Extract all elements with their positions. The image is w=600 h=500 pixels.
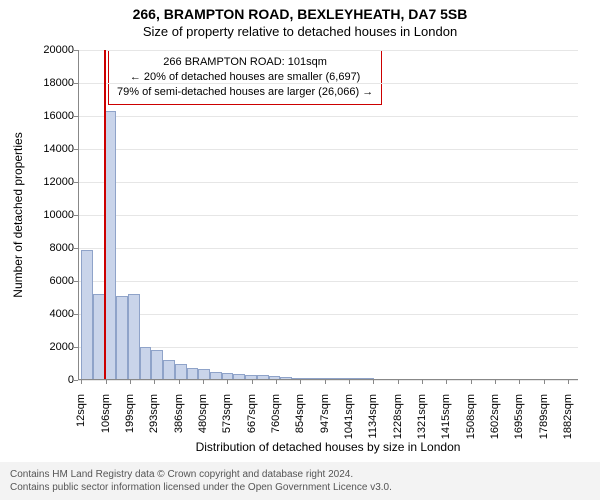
gridline: [78, 149, 578, 150]
x-tick-mark: [519, 380, 520, 384]
y-tick-label: 16000: [43, 110, 78, 122]
x-tick-mark: [373, 380, 374, 384]
chart-container: 266, BRAMPTON ROAD, BEXLEYHEATH, DA7 5SB…: [0, 0, 600, 500]
x-tick-label: 1134sqm: [367, 392, 379, 438]
x-tick-mark: [325, 380, 326, 384]
x-tick-label: 1508sqm: [465, 392, 477, 439]
x-tick-mark: [276, 380, 277, 384]
y-tick-label: 12000: [43, 176, 78, 188]
histogram-bar: [140, 347, 152, 380]
x-tick-label: 1321sqm: [416, 392, 428, 439]
x-tick-label: 1789sqm: [538, 392, 550, 439]
x-tick-mark: [398, 380, 399, 384]
x-tick-mark: [252, 380, 253, 384]
x-tick-mark: [349, 380, 350, 384]
page-title: 266, BRAMPTON ROAD, BEXLEYHEATH, DA7 5SB: [0, 0, 600, 22]
histogram-bar: [105, 111, 117, 380]
y-tick-label: 2000: [50, 341, 78, 353]
gridline: [78, 248, 578, 249]
x-tick-label: 760sqm: [270, 392, 282, 433]
y-tick-label: 18000: [43, 77, 78, 89]
x-tick-mark: [154, 380, 155, 384]
x-tick-mark: [568, 380, 569, 384]
x-tick-label: 480sqm: [197, 392, 209, 433]
gridline: [78, 281, 578, 282]
x-tick-label: 667sqm: [246, 392, 258, 433]
x-axis-line: [78, 379, 578, 380]
histogram-bar: [128, 294, 140, 380]
gridline: [78, 347, 578, 348]
x-tick-mark: [81, 380, 82, 384]
property-marker-line: [104, 50, 106, 380]
x-tick-mark: [446, 380, 447, 384]
y-tick-label: 6000: [50, 275, 78, 287]
histogram-bar: [163, 360, 175, 380]
gridline: [78, 50, 578, 51]
x-tick-label: 199sqm: [124, 392, 136, 433]
y-tick-label: 4000: [50, 308, 78, 320]
y-tick-label: 14000: [43, 143, 78, 155]
histogram-bar: [116, 296, 128, 380]
x-tick-label: 12sqm: [75, 392, 87, 427]
gridline: [78, 314, 578, 315]
x-tick-label: 1695sqm: [513, 392, 525, 439]
x-tick-label: 106sqm: [100, 392, 112, 433]
x-tick-mark: [471, 380, 472, 384]
gridline: [78, 380, 578, 381]
x-tick-label: 1228sqm: [392, 392, 404, 439]
gridline: [78, 182, 578, 183]
plot-area: 0200040006000800010000120001400016000180…: [78, 50, 578, 380]
x-axis-label: Distribution of detached houses by size …: [78, 440, 578, 454]
x-tick-label: 1882sqm: [562, 392, 574, 439]
histogram-bar: [151, 350, 163, 380]
y-axis-line: [78, 50, 79, 380]
x-tick-mark: [544, 380, 545, 384]
y-tick-label: 0: [68, 374, 78, 386]
x-tick-mark: [300, 380, 301, 384]
attribution-footer: Contains HM Land Registry data © Crown c…: [0, 462, 600, 500]
x-tick-label: 573sqm: [221, 392, 233, 433]
y-tick-label: 8000: [50, 242, 78, 254]
histogram-bar: [93, 294, 105, 380]
y-tick-label: 20000: [43, 44, 78, 56]
x-tick-mark: [130, 380, 131, 384]
x-tick-mark: [203, 380, 204, 384]
y-tick-label: 10000: [43, 209, 78, 221]
x-tick-label: 1415sqm: [440, 392, 452, 439]
footer-line-2: Contains public sector information licen…: [10, 481, 590, 494]
x-tick-label: 854sqm: [294, 392, 306, 433]
x-tick-label: 1041sqm: [343, 392, 355, 439]
x-tick-mark: [495, 380, 496, 384]
y-axis-label: Number of detached properties: [11, 132, 25, 297]
x-tick-mark: [106, 380, 107, 384]
histogram-chart: 0200040006000800010000120001400016000180…: [78, 50, 578, 380]
gridline: [78, 215, 578, 216]
x-tick-mark: [422, 380, 423, 384]
histogram-bar: [81, 250, 93, 380]
x-tick-label: 293sqm: [148, 392, 160, 433]
x-tick-mark: [179, 380, 180, 384]
x-tick-label: 1602sqm: [489, 392, 501, 439]
x-tick-mark: [227, 380, 228, 384]
x-tick-label: 947sqm: [319, 392, 331, 433]
histogram-bar: [175, 364, 187, 381]
chart-subtitle: Size of property relative to detached ho…: [0, 22, 600, 39]
x-tick-label: 386sqm: [173, 392, 185, 433]
gridline: [78, 83, 578, 84]
gridline: [78, 116, 578, 117]
footer-line-1: Contains HM Land Registry data © Crown c…: [10, 468, 590, 481]
